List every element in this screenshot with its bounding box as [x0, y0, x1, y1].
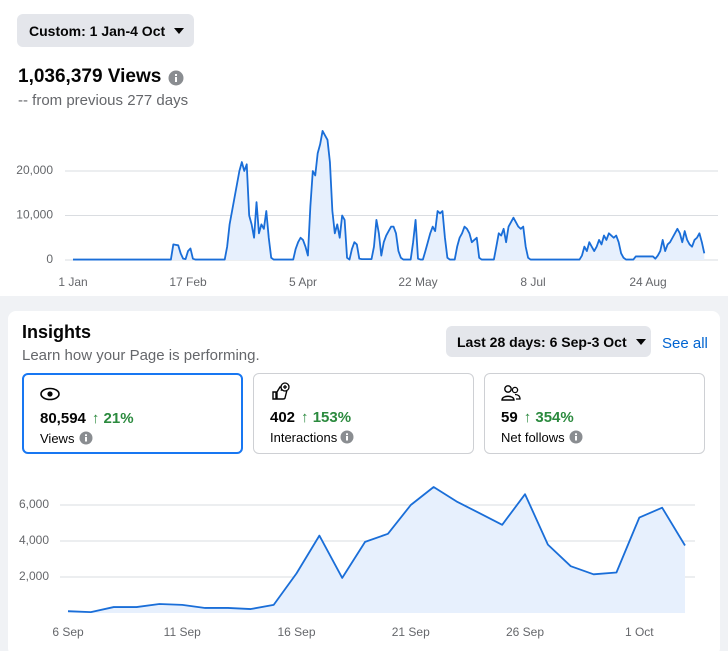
- x-tick-label: 6 Sep: [52, 625, 84, 639]
- metric-change: ↑ 153%: [301, 409, 352, 426]
- metric-card[interactable]: 59 ↑ 354% Net follows: [484, 373, 705, 454]
- metric-label: Views: [40, 431, 75, 446]
- y-tick-label: 2,000: [19, 569, 49, 583]
- x-tick-label: 5 Apr: [289, 275, 317, 289]
- button-label: Last 28 days: 6 Sep-3 Oct: [457, 333, 627, 350]
- metric-value: 402: [270, 409, 296, 426]
- x-tick-label: 1 Jan: [58, 275, 87, 289]
- info-icon[interactable]: [79, 431, 93, 445]
- y-tick-label: 20,000: [16, 163, 53, 177]
- x-tick-label: 11 Sep: [164, 625, 201, 639]
- insights-chart: 2,000 4,000 6,000 6 Sep 11 Sep 16 Sep 21 Sep 26…: [19, 486, 695, 639]
- metric-value: 59: [501, 409, 518, 426]
- y-tick-label: 4,000: [19, 533, 49, 547]
- see-all-link[interactable]: See all: [662, 335, 708, 352]
- metric-row: 402 ↑ 153%: [270, 409, 351, 427]
- comparison-text: -- from previous 277 days: [18, 92, 189, 109]
- info-icon[interactable]: [168, 70, 184, 86]
- line: [73, 130, 706, 261]
- interactions-icon: [272, 382, 290, 400]
- views-chart: 0 10,000 20,000 1 Jan 17 Feb 5 Apr 22 May 8 Jul…: [16, 130, 718, 289]
- button-label: Custom: 1 Jan-4 Oct: [29, 22, 166, 39]
- metric-change: ↑ 21%: [91, 410, 134, 427]
- y-tick-label: 6,000: [19, 497, 49, 511]
- x-tick-label: 22 May: [398, 275, 437, 289]
- x-tick-label: 26 Sep: [506, 625, 544, 639]
- line: [67, 486, 686, 613]
- x-tick-label: 16 Sep: [277, 625, 315, 639]
- x-tick-label: 21 Sep: [392, 625, 430, 639]
- metric-label: Interactions: [270, 430, 338, 445]
- date-range-button[interactable]: Custom: 1 Jan-4 Oct: [17, 14, 194, 47]
- x-tick-label: 1 Oct: [625, 625, 654, 639]
- x-tick-label: 8 Jul: [520, 275, 545, 289]
- metric-change: ↑ 354%: [523, 409, 574, 426]
- y-tick-label: 0: [46, 252, 53, 266]
- metric-value: 80,594: [40, 410, 86, 427]
- area-fill: [68, 487, 685, 613]
- people-icon: [501, 385, 521, 401]
- range-button[interactable]: Last 28 days: 6 Sep-3 Oct: [446, 326, 651, 357]
- dropdown-caret: [174, 27, 185, 34]
- metric-row: 80,594 ↑ 21%: [40, 410, 134, 428]
- area-fill: [73, 130, 705, 260]
- x-tick-label: 24 Aug: [629, 275, 666, 289]
- metric-row: 59 ↑ 354%: [501, 409, 574, 427]
- info-icon[interactable]: [340, 430, 354, 444]
- y-tick-label: 10,000: [16, 208, 53, 222]
- x-tick-label: 17 Feb: [169, 275, 207, 289]
- total-views: 1,036,379 Views: [18, 66, 162, 87]
- metric-card[interactable]: 80,594 ↑ 21% Views: [22, 373, 243, 454]
- metric-label: Net follows: [501, 430, 565, 445]
- insights-title: Insights: [22, 322, 92, 342]
- metric-card[interactable]: 402 ↑ 153% Interactions: [253, 373, 474, 454]
- info-icon[interactable]: [569, 430, 583, 444]
- dropdown-caret: [635, 338, 646, 345]
- eye-icon: [40, 387, 60, 401]
- insights-subtitle: Learn how your Page is performing.: [22, 347, 260, 364]
